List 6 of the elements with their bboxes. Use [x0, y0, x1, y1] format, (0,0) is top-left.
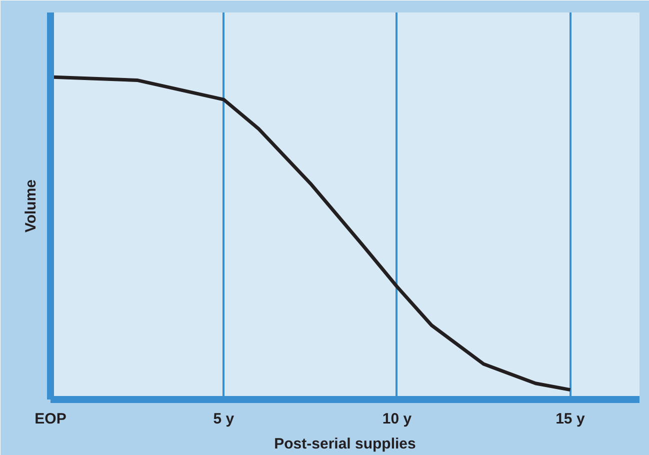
y-axis-title: Volume: [22, 179, 40, 233]
x-axis-title: Post-serial supplies: [274, 436, 416, 452]
x-tick-label: 10 y: [382, 410, 412, 428]
x-tick-label: 5 y: [213, 410, 235, 428]
x-tick-label: 15 y: [556, 410, 586, 428]
x-tick-label: EOP: [34, 410, 66, 428]
